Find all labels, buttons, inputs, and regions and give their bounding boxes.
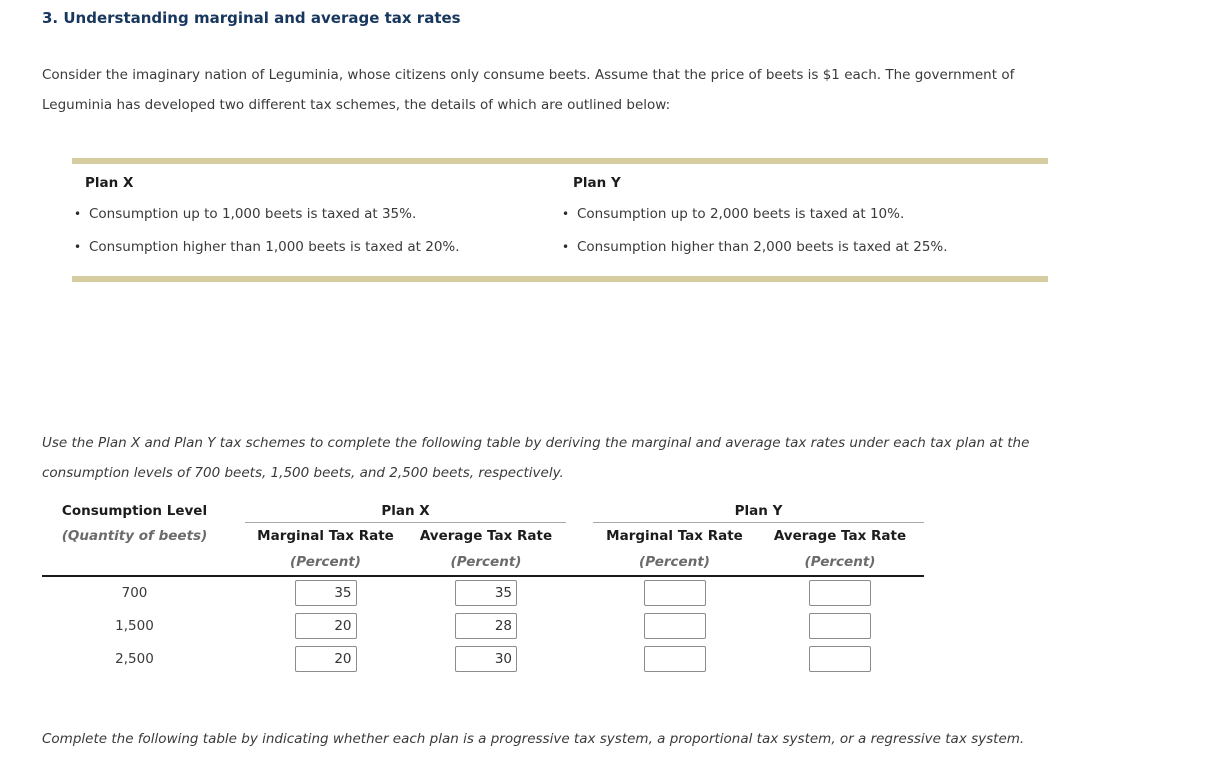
input-plany-marginal-2500[interactable] bbox=[643, 645, 706, 672]
column-gap bbox=[566, 576, 593, 609]
consumption-value: 700 bbox=[121, 585, 148, 601]
table-row-700: 700 bbox=[42, 576, 924, 609]
plan-y-section: Plan Y • Consumption up to 2,000 beets i… bbox=[560, 176, 1048, 257]
bullet-icon: • bbox=[562, 240, 570, 254]
plan-y-group-header: Plan Y bbox=[593, 500, 924, 523]
instructions-paragraph: Use the Plan X and Plan Y tax schemes to… bbox=[42, 435, 1030, 481]
input-plany-average-1500[interactable] bbox=[809, 612, 871, 639]
consumption-value: 1,500 bbox=[115, 617, 154, 634]
column-gap bbox=[566, 549, 593, 577]
list-item: • Consumption up to 2,000 beets is taxed… bbox=[560, 205, 1048, 224]
intro-paragraph: Consider the imaginary nation of Legumin… bbox=[42, 67, 1015, 113]
plan-y-title: Plan Y bbox=[573, 175, 621, 191]
tax-plans-box: Plan X • Consumption up to 1,000 beets i… bbox=[72, 158, 1048, 282]
plany-marginal-header: Marginal Tax Rate bbox=[606, 527, 743, 544]
input-planx-average-2500[interactable] bbox=[455, 645, 517, 672]
input-plany-marginal-700[interactable] bbox=[643, 580, 706, 606]
planx-average-header: Average Tax Rate bbox=[419, 527, 553, 544]
percent-label: (Percent) bbox=[593, 549, 756, 577]
percent-label: (Percent) bbox=[756, 549, 924, 577]
consumption-level-header: Consumption Level bbox=[61, 503, 208, 519]
input-plany-marginal-1500[interactable] bbox=[643, 612, 706, 639]
consumption-value: 2,500 bbox=[115, 650, 154, 667]
bullet-icon: • bbox=[74, 207, 82, 221]
column-gap bbox=[566, 642, 593, 675]
column-gap bbox=[566, 522, 593, 549]
input-planx-marginal-700[interactable] bbox=[294, 580, 357, 606]
plan-x-rule-2: Consumption higher than 1,000 beets is t… bbox=[89, 239, 460, 255]
table-row-2500: 2,500 bbox=[42, 642, 924, 675]
input-planx-average-1500[interactable] bbox=[455, 612, 517, 639]
input-plany-average-700[interactable] bbox=[809, 580, 871, 606]
plan-x-title: Plan X bbox=[85, 175, 134, 191]
plan-y-rule-1: Consumption up to 2,000 beets is taxed a… bbox=[577, 206, 905, 222]
plany-average-header: Average Tax Rate bbox=[773, 527, 907, 544]
percent-label: (Percent) bbox=[245, 549, 406, 577]
footer-paragraph: Complete the following table by indicati… bbox=[42, 731, 1025, 747]
page-title: 3. Understanding marginal and average ta… bbox=[42, 9, 461, 27]
planx-marginal-header: Marginal Tax Rate bbox=[257, 527, 394, 544]
box-top-bar bbox=[72, 158, 1048, 164]
plan-x-group-header: Plan X bbox=[245, 500, 566, 523]
table-subheader-row: (Quantity of beets) Marginal Tax Rate Av… bbox=[42, 522, 924, 549]
plan-x-rule-1: Consumption up to 1,000 beets is taxed a… bbox=[89, 206, 417, 222]
table-unit-row: (Percent) (Percent) (Percent) (Percent) bbox=[42, 549, 924, 577]
list-item: • Consumption up to 1,000 beets is taxed… bbox=[72, 205, 560, 224]
tax-rates-table: Consumption Level Plan X Plan Y (Quantit… bbox=[42, 500, 924, 675]
plan-columns: Plan X • Consumption up to 1,000 beets i… bbox=[72, 164, 1048, 276]
input-planx-marginal-1500[interactable] bbox=[294, 612, 357, 639]
table-row-1500: 1,500 bbox=[42, 609, 924, 642]
input-planx-average-700[interactable] bbox=[455, 580, 517, 606]
input-planx-marginal-2500[interactable] bbox=[294, 645, 357, 672]
column-gap bbox=[566, 609, 593, 642]
box-bottom-bar bbox=[72, 276, 1048, 282]
empty-cell bbox=[42, 549, 245, 577]
percent-label: (Percent) bbox=[406, 549, 566, 577]
input-plany-average-2500[interactable] bbox=[809, 645, 871, 672]
quantity-subheader: (Quantity of beets) bbox=[61, 527, 208, 544]
plan-x-section: Plan X • Consumption up to 1,000 beets i… bbox=[72, 176, 560, 257]
bullet-icon: • bbox=[562, 207, 570, 221]
list-item: • Consumption higher than 2,000 beets is… bbox=[560, 238, 1048, 257]
plan-y-rule-2: Consumption higher than 2,000 beets is t… bbox=[577, 239, 948, 255]
list-item: • Consumption higher than 1,000 beets is… bbox=[72, 238, 560, 257]
table-group-header-row: Consumption Level Plan X Plan Y bbox=[42, 500, 924, 523]
bullet-icon: • bbox=[74, 240, 82, 254]
column-gap bbox=[566, 500, 593, 522]
